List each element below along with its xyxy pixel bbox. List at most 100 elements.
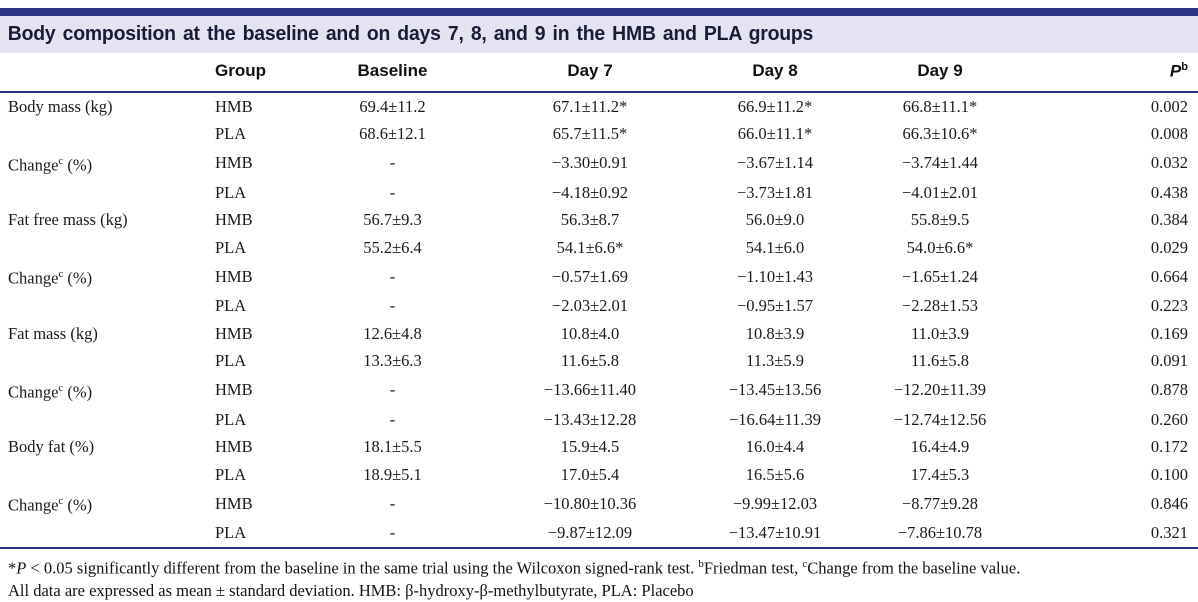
- cell-group: HMB: [215, 210, 253, 230]
- row-parameter-label: [0, 461, 215, 489]
- table-row: Body fat (%) HMB 18.1±5.5 15.9±4.5 16.0±4.4 1…: [0, 433, 1198, 461]
- cell-baseline: 12.6±4.8: [363, 323, 422, 343]
- table-row: Fat free mass (kg) HMB 56.7±9.3 56.3±8.7 56.…: [0, 206, 1198, 234]
- cell-day7: −0.57±1.69: [551, 266, 629, 286]
- cell-day8: 66.9±11.2*: [737, 96, 813, 116]
- table-row: PLA 13.3±6.3 11.6±5.8 11.3±5.9 11.6±5.8 0.091: [0, 347, 1198, 375]
- cell-group: PLA: [215, 182, 247, 202]
- table-row: PLA - −9.87±12.09 −13.47±10.91 −7.86±10.78 0.…: [0, 519, 1198, 549]
- cell-day8: 11.3±5.9: [746, 351, 804, 371]
- cell-day8: −13.47±10.91: [695, 519, 855, 549]
- cell-day7: 17.0±5.4: [560, 464, 620, 484]
- cell-day8: −13.45±13.56: [728, 380, 822, 400]
- table-row: PLA - −4.18±0.92 −3.73±1.81 −4.01±2.01 0.438: [0, 178, 1198, 207]
- cell-day8: −3.73±1.81: [736, 182, 814, 202]
- footnote-block: *P < 0.05 significantly different from t…: [0, 549, 1198, 602]
- cell-baseline: -: [389, 380, 396, 400]
- cell-p-value: 0.321: [1025, 519, 1198, 549]
- footnote-change-text: Change from the baseline value.: [807, 558, 1021, 578]
- row-parameter-label: Changec (%): [8, 381, 93, 402]
- cell-day9: −7.86±10.78: [855, 519, 1025, 549]
- column-header-parameter: [0, 53, 215, 93]
- table-title-band: Body composition at the baseline and on …: [0, 16, 1198, 53]
- row-parameter-label: Body fat (%): [8, 437, 95, 457]
- footnote-marker: c: [58, 268, 64, 281]
- cell-day9: −12.20±11.39: [894, 380, 986, 400]
- footnote-marker: c: [58, 495, 64, 508]
- cell-p-value: 0.100: [1150, 464, 1188, 484]
- table-row: PLA 55.2±6.4 54.1±6.6* 54.1±6.0 54.0±6.6* 0.0…: [0, 233, 1198, 262]
- cell-group: PLA: [215, 409, 247, 429]
- cell-baseline: 18.1±5.5: [363, 437, 422, 457]
- cell-baseline: -: [300, 519, 485, 549]
- cell-baseline: -: [389, 493, 396, 513]
- column-header-day8: Day 8: [695, 53, 855, 93]
- cell-day8: 10.8±3.9: [745, 323, 805, 343]
- table-row: Changec (%) HMB - −3.30±0.91 −3.67±1.14 −3.74…: [0, 147, 1198, 179]
- cell-day9: 66.3±10.6*: [902, 124, 978, 144]
- cell-p-value: 0.384: [1150, 210, 1188, 230]
- row-parameter-label: Changec (%): [8, 268, 93, 288]
- row-parameter-label: [0, 179, 215, 207]
- cell-day9: 54.0±6.6*: [906, 237, 974, 257]
- cell-group: HMB: [215, 493, 253, 513]
- cell-group: PLA: [215, 464, 247, 484]
- row-parameter-label: [0, 234, 215, 262]
- cell-baseline: 13.3±6.3: [363, 351, 422, 371]
- table-row: Fat mass (kg) HMB 12.6±4.8 10.8±4.0 10.8±3.9…: [0, 319, 1198, 348]
- cell-day8: −1.10±1.43: [736, 266, 814, 286]
- cell-day9: −3.74±1.44: [901, 153, 979, 173]
- column-header-day7: Day 7: [485, 53, 695, 93]
- cell-group: PLA: [215, 519, 300, 549]
- cell-day8: −9.99±12.03: [732, 493, 818, 513]
- cell-day7: −3.30±0.91: [551, 153, 629, 173]
- table-row: PLA 68.6±12.1 65.7±11.5* 66.0±11.1* 66.3±10.…: [0, 120, 1198, 148]
- cell-p-value: 0.438: [1150, 182, 1188, 202]
- cell-p-value: 0.846: [1150, 493, 1188, 513]
- cell-p-value: 0.223: [1150, 296, 1188, 316]
- cell-day7: −2.03±2.01: [551, 296, 629, 316]
- table-title: Body composition at the baseline and on …: [7, 23, 814, 45]
- cell-day7: 65.7±11.5*: [552, 124, 628, 144]
- column-header-p-value: Pb: [1025, 53, 1198, 93]
- cell-day9: 66.8±11.1*: [902, 96, 978, 116]
- cell-p-value: 0.878: [1150, 380, 1188, 400]
- cell-baseline: -: [389, 266, 396, 286]
- table-row: PLA - −13.43±12.28 −16.64±11.39 −12.74±12.56…: [0, 405, 1198, 434]
- cell-day7: 15.9±4.5: [560, 437, 620, 457]
- row-parameter-label: [0, 406, 215, 434]
- table-row: Changec (%) HMB - −0.57±1.69 −1.10±1.43 −1.65…: [0, 261, 1198, 293]
- cell-day9: −4.01±2.01: [901, 182, 979, 202]
- table-row: PLA 18.9±5.1 17.0±5.4 16.5±5.6 17.4±5.3 0.100: [0, 460, 1198, 489]
- table-row: Changec (%) HMB - −10.80±10.36 −9.99±12.03 −8…: [0, 488, 1198, 520]
- p-header-superscript: b: [1181, 61, 1188, 73]
- cell-baseline: 56.7±9.3: [363, 210, 422, 230]
- cell-group: PLA: [215, 124, 247, 144]
- footnote-p-italic: P: [16, 558, 27, 578]
- cell-p-value: 0.091: [1150, 351, 1188, 371]
- cell-day7: 56.3±8.7: [560, 210, 620, 230]
- cell-day7: 67.1±11.2*: [552, 96, 628, 116]
- footnote-friedman-text: Friedman test,: [703, 558, 803, 578]
- cell-day8: −3.67±1.14: [736, 153, 814, 173]
- row-parameter-label: [0, 292, 215, 320]
- footnote-marker-c: c: [802, 557, 808, 570]
- cell-group: HMB: [215, 380, 253, 400]
- row-parameter-label: [0, 347, 215, 375]
- cell-day7: −10.80±10.36: [543, 493, 637, 513]
- cell-group: PLA: [215, 351, 247, 371]
- cell-day9: 16.4±4.9: [910, 437, 970, 457]
- cell-group: HMB: [215, 266, 253, 286]
- cell-day8: 56.0±9.0: [745, 210, 805, 230]
- cell-group: PLA: [215, 237, 247, 257]
- footnote-marker: c: [58, 381, 64, 394]
- footnote-marker: c: [58, 154, 64, 167]
- cell-baseline: 69.4±11.2: [359, 96, 426, 116]
- cell-day9: −12.74±12.56: [893, 409, 987, 429]
- cell-day7: −9.87±12.09: [485, 519, 695, 549]
- row-parameter-label: Changec (%): [8, 154, 93, 175]
- column-header-day9: Day 9: [855, 53, 1025, 93]
- cell-group: HMB: [215, 96, 253, 116]
- table-row: Changec (%) HMB - −13.66±11.40 −13.45±13.56 −…: [0, 374, 1198, 406]
- header-row: Group Baseline Day 7 Day 8 Day 9 Pb: [0, 53, 1198, 93]
